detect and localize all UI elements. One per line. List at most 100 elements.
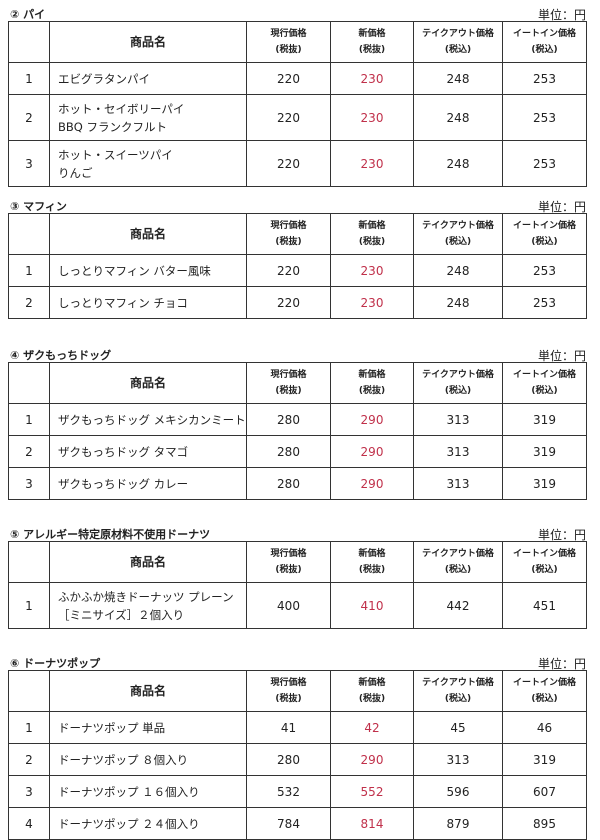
product-name: ザクもっちドッグ タマゴ bbox=[49, 435, 247, 468]
current-price: 400 bbox=[246, 582, 331, 629]
product-name: ドーナツポップ ２４個入り bbox=[49, 807, 247, 840]
new-price: 42 bbox=[330, 711, 414, 744]
section-title: ⑥ ドーナツポップ bbox=[10, 657, 101, 670]
header-new-price: 新価格 (税抜) bbox=[330, 21, 414, 63]
takeout-price: 313 bbox=[413, 743, 503, 776]
row-number: 3 bbox=[8, 140, 50, 187]
header-product-name: 商品名 bbox=[49, 21, 247, 63]
table-row: 2 ドーナツポップ ８個入り 280 290 313 319 bbox=[8, 743, 587, 776]
section-title: ③ マフィン bbox=[10, 200, 67, 213]
header-takeout-price: テイクアウト価格 (税込) bbox=[413, 21, 503, 63]
eatin-price: 253 bbox=[502, 94, 587, 141]
row-number: 1 bbox=[8, 582, 50, 629]
row-number: 2 bbox=[8, 286, 50, 319]
row-number: 1 bbox=[8, 254, 50, 287]
new-price: 290 bbox=[330, 403, 414, 436]
eatin-price: 253 bbox=[502, 62, 587, 95]
table-row: 1 ドーナツポップ 単品 41 42 45 46 bbox=[8, 711, 587, 744]
new-price: 230 bbox=[330, 94, 414, 141]
table-row: 1 しっとりマフィン バター風味 220 230 248 253 bbox=[8, 254, 587, 287]
takeout-price: 313 bbox=[413, 467, 503, 500]
product-name: ホット・セイボリーパイ BBQ フランクフルト bbox=[49, 94, 247, 141]
header-eatin-price: イートイン価格 (税込) bbox=[502, 670, 587, 712]
header-new-price: 新価格 (税抜) bbox=[330, 541, 414, 583]
table-row: 2 しっとりマフィン チョコ 220 230 248 253 bbox=[8, 286, 587, 319]
eatin-price: 895 bbox=[502, 807, 587, 840]
table-row: 3 ホット・スイーツパイ りんご 220 230 248 253 bbox=[8, 140, 587, 187]
price-section: ② パイ 単位：円 商品名 現行価格 (税抜) 新価格 (税抜) テイクアウト価格 (税込) イー… bbox=[8, 8, 587, 187]
eatin-price: 319 bbox=[502, 403, 587, 436]
header-no bbox=[8, 670, 50, 712]
row-number: 3 bbox=[8, 467, 50, 500]
table-row: 3 ドーナツポップ １６個入り 532 552 596 607 bbox=[8, 775, 587, 808]
header-row: 商品名 現行価格 (税抜) 新価格 (税抜) テイクアウト価格 (税込) イートイン価格 (税込… bbox=[8, 21, 587, 63]
takeout-price: 248 bbox=[413, 62, 503, 95]
takeout-price: 596 bbox=[413, 775, 503, 808]
header-takeout-price: テイクアウト価格 (税込) bbox=[413, 213, 503, 255]
header-new-price: 新価格 (税抜) bbox=[330, 362, 414, 404]
row-number: 2 bbox=[8, 435, 50, 468]
product-name: ザクもっちドッグ カレー bbox=[49, 467, 247, 500]
section-title: ② パイ bbox=[10, 8, 46, 21]
unit-label: 単位：円 bbox=[537, 349, 586, 363]
header-eatin-price: イートイン価格 (税込) bbox=[502, 21, 587, 63]
price-section: ④ ザクもっちドッグ 単位：円 商品名 現行価格 (税抜) 新価格 (税抜) テイクアウト価格… bbox=[8, 349, 587, 500]
row-number: 1 bbox=[8, 403, 50, 436]
header-product-name: 商品名 bbox=[49, 541, 247, 583]
section-title: ⑤ アレルギー特定原材料不使用ドーナツ bbox=[10, 528, 211, 541]
eatin-price: 451 bbox=[502, 582, 587, 629]
takeout-price: 313 bbox=[413, 435, 503, 468]
row-number: 1 bbox=[8, 711, 50, 744]
header-current-price: 現行価格 (税抜) bbox=[246, 541, 331, 583]
price-section: ③ マフィン 単位：円 商品名 現行価格 (税抜) 新価格 (税抜) テイクアウト価格 (税込)… bbox=[8, 200, 587, 319]
row-number: 2 bbox=[8, 94, 50, 141]
new-price: 290 bbox=[330, 467, 414, 500]
new-price: 290 bbox=[330, 435, 414, 468]
header-row: 商品名 現行価格 (税抜) 新価格 (税抜) テイクアウト価格 (税込) イートイン価格 (税込… bbox=[8, 362, 587, 404]
header-new-price: 新価格 (税抜) bbox=[330, 213, 414, 255]
table-row: 1 エビグラタンパイ 220 230 248 253 bbox=[8, 62, 587, 95]
header-eatin-price: イートイン価格 (税込) bbox=[502, 362, 587, 404]
eatin-price: 607 bbox=[502, 775, 587, 808]
new-price: 230 bbox=[330, 62, 414, 95]
table-row: 1 ザクもっちドッグ メキシカンミート 280 290 313 319 bbox=[8, 403, 587, 436]
product-name: ドーナツポップ ８個入り bbox=[49, 743, 247, 776]
header-eatin-price: イートイン価格 (税込) bbox=[502, 213, 587, 255]
header-row: 商品名 現行価格 (税抜) 新価格 (税抜) テイクアウト価格 (税込) イートイン価格 (税込… bbox=[8, 670, 587, 712]
eatin-price: 46 bbox=[502, 711, 587, 744]
price-section: ⑤ アレルギー特定原材料不使用ドーナツ 単位：円 商品名 現行価格 (税抜) 新価格 (税抜… bbox=[8, 528, 587, 629]
current-price: 220 bbox=[246, 286, 331, 319]
new-price: 552 bbox=[330, 775, 414, 808]
eatin-price: 319 bbox=[502, 435, 587, 468]
current-price: 280 bbox=[246, 403, 331, 436]
new-price: 814 bbox=[330, 807, 414, 840]
header-no bbox=[8, 213, 50, 255]
eatin-price: 253 bbox=[502, 286, 587, 319]
header-no bbox=[8, 362, 50, 404]
eatin-price: 319 bbox=[502, 467, 587, 500]
header-takeout-price: テイクアウト価格 (税込) bbox=[413, 670, 503, 712]
product-name: ふかふか焼きドーナッツ プレーン ［ミニサイズ］２個入り bbox=[49, 582, 247, 629]
takeout-price: 442 bbox=[413, 582, 503, 629]
current-price: 784 bbox=[246, 807, 331, 840]
current-price: 220 bbox=[246, 140, 331, 187]
section-header: ⑤ アレルギー特定原材料不使用ドーナツ 単位：円 bbox=[8, 528, 586, 542]
eatin-price: 319 bbox=[502, 743, 587, 776]
eatin-price: 253 bbox=[502, 254, 587, 287]
header-row: 商品名 現行価格 (税抜) 新価格 (税抜) テイクアウト価格 (税込) イートイン価格 (税込… bbox=[8, 213, 587, 255]
current-price: 41 bbox=[246, 711, 331, 744]
header-new-price: 新価格 (税抜) bbox=[330, 670, 414, 712]
product-name: ホット・スイーツパイ りんご bbox=[49, 140, 247, 187]
unit-label: 単位：円 bbox=[537, 200, 586, 214]
row-number: 3 bbox=[8, 775, 50, 808]
section-title: ④ ザクもっちドッグ bbox=[10, 349, 112, 362]
new-price: 290 bbox=[330, 743, 414, 776]
unit-label: 単位：円 bbox=[537, 657, 586, 671]
takeout-price: 248 bbox=[413, 94, 503, 141]
current-price: 280 bbox=[246, 743, 331, 776]
product-name: ドーナツポップ 単品 bbox=[49, 711, 247, 744]
price-table: 商品名 現行価格 (税抜) 新価格 (税抜) テイクアウト価格 (税込) イートイン価格 (税込… bbox=[8, 362, 587, 500]
new-price: 230 bbox=[330, 140, 414, 187]
new-price: 230 bbox=[330, 286, 414, 319]
header-takeout-price: テイクアウト価格 (税込) bbox=[413, 541, 503, 583]
